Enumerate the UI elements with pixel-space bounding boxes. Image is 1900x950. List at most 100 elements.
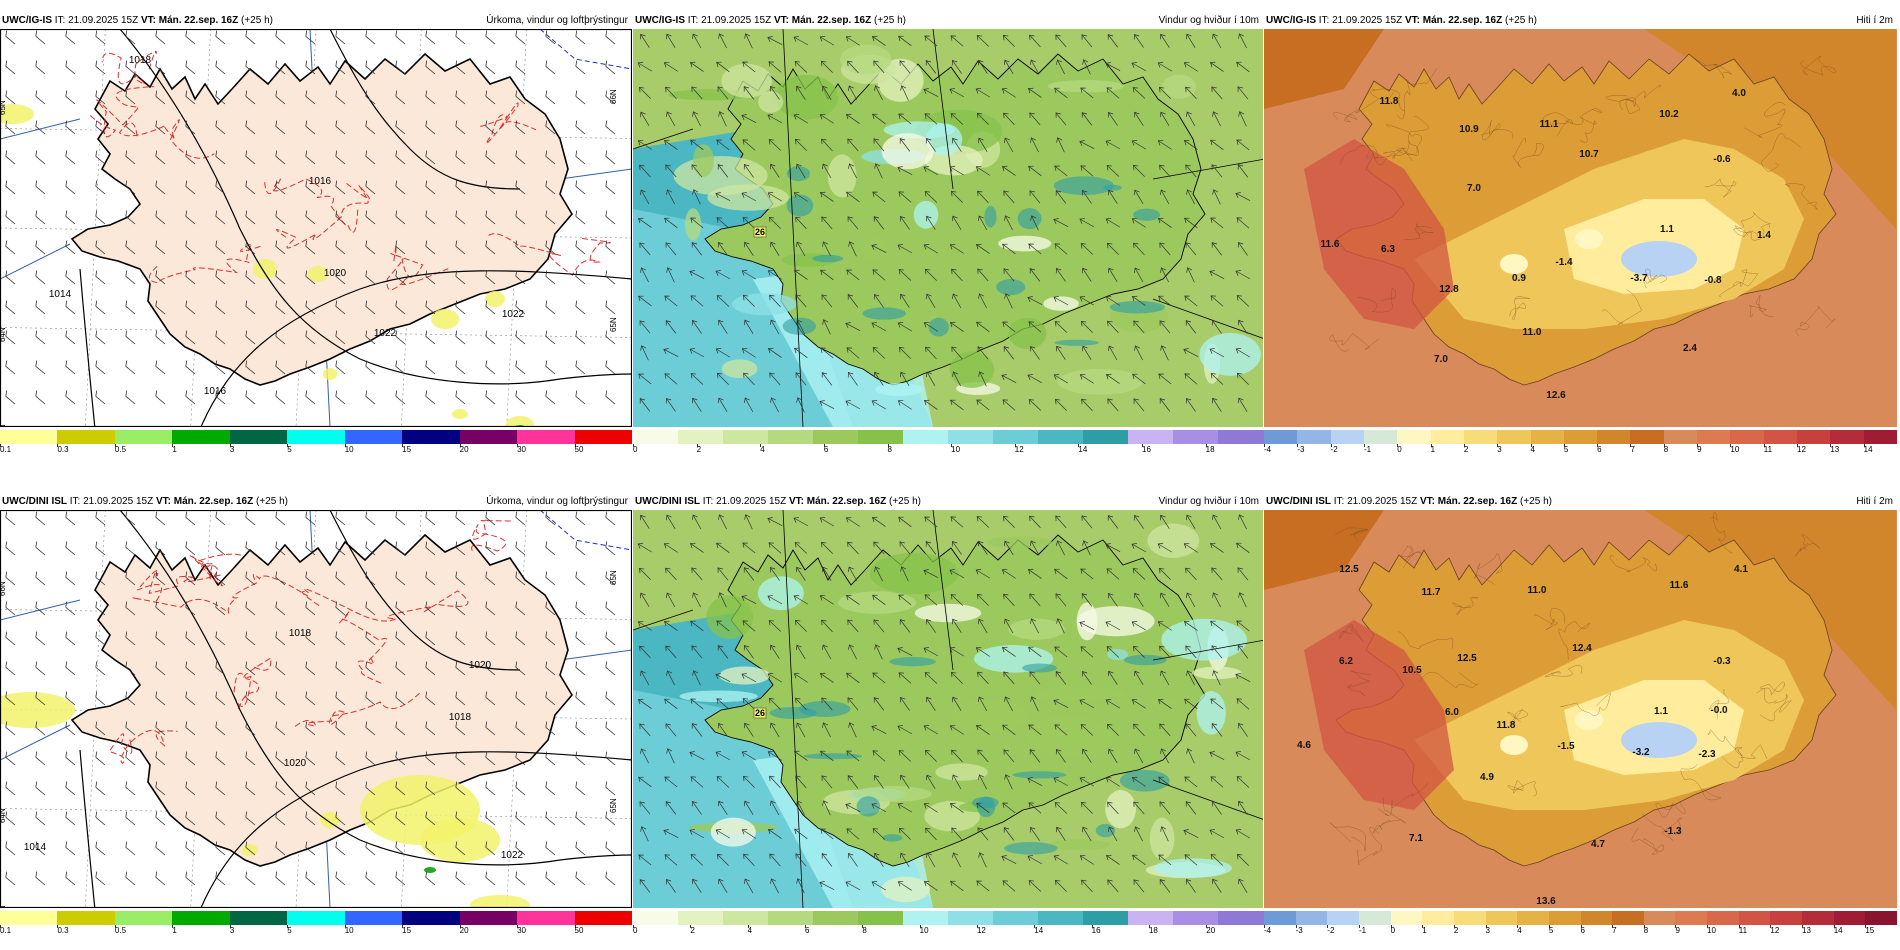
colorbar-tick-mark (229, 925, 231, 928)
colorbar-tick-mark (1295, 925, 1297, 928)
colorbar-tick-label: 10 (1707, 926, 1716, 935)
colorbar-tick-label: 7 (1612, 926, 1617, 935)
colorbar-tick-label: -3 (1295, 926, 1303, 935)
panel-run-info: UWC/IG-IS IT: 21.09.2025 15Z VT: Mán. 22… (1266, 13, 1537, 29)
colorbar-tick-mark (574, 925, 576, 928)
colorbar-tick-mark (1358, 925, 1360, 928)
panel-header: UWC/DINI ISL IT: 21.09.2025 15Z VT: Mán.… (0, 494, 632, 510)
temperature-value: 11.1 (1540, 119, 1559, 130)
isobar-label: 1014 (49, 289, 72, 300)
colorbar-tick-label: 0 (1390, 926, 1396, 935)
precip-field: 1018 1016 1020 1022 1014 1016 1022 65N 64N 66N 65N… (0, 29, 632, 427)
isobar-label: 1020 (324, 268, 347, 279)
colorbar-swatch (858, 911, 904, 925)
colorbar-tick-label: -4 (1264, 926, 1272, 935)
colorbar-swatch (574, 430, 633, 444)
map-panel-wind: UWC/IG-IS IT: 21.09.2025 15Z VT: Mán. 22… (633, 13, 1264, 456)
isobar-label: 1016 (204, 386, 227, 397)
valid-time: Mán. 22.sep. 16Z (173, 496, 254, 507)
colorbar-swatch (1643, 911, 1676, 925)
temperature-value: 10.5 (1402, 665, 1422, 676)
map-panel-precip: UWC/IG-IS IT: 21.09.2025 15Z VT: Mán. 22… (0, 13, 633, 456)
colorbar-tick-label: 13 (1830, 445, 1840, 454)
colorbar-tick-label: 50 (574, 926, 584, 935)
valid-time-label: VT: (773, 15, 789, 26)
colorbar-tick-mark (1264, 925, 1265, 928)
temperature-value: 12.8 (1439, 284, 1459, 295)
colorbar-tick-label: 4 (1517, 926, 1522, 935)
colorbar-tick-mark (1363, 444, 1365, 447)
colorbar-tick-label: 0.3 (57, 445, 69, 454)
colorbar-swatch (1264, 430, 1298, 444)
colorbar-tick-mark (804, 925, 806, 928)
colorbar-swatch (1463, 430, 1498, 444)
colorbar-tick-mark (1142, 444, 1144, 447)
panel-title: Hiti í 2m (1856, 15, 1893, 26)
colorbar-tick-label: 8 (1643, 926, 1649, 935)
panel-header: UWC/IG-IS IT: 21.09.2025 15Z VT: Mán. 22… (0, 13, 632, 29)
temperature-value: 7.1 (1409, 833, 1423, 844)
colorbar-swatch (1038, 430, 1084, 444)
colorbar-tick-mark (633, 925, 634, 928)
init-time: IT: 21.09.2025 15Z (54, 15, 139, 26)
colorbar-tick-mark (1205, 444, 1207, 447)
colorbar-tick-label: 10 (919, 926, 929, 935)
temperature-value: 11.0 (1523, 327, 1542, 338)
temperature-value: -2.3 (1698, 749, 1716, 760)
colorbar-tick-mark (919, 925, 921, 928)
colorbar-swatch (1453, 911, 1487, 925)
colorbar-tick-mark (1390, 925, 1392, 928)
colorbar-tick-mark (1530, 444, 1532, 447)
colorbar-swatch (723, 911, 769, 925)
colorbar-tick-mark (459, 925, 461, 928)
colorbar-swatch (948, 911, 994, 925)
colorbar-tick-mark (1485, 925, 1487, 928)
colorbar-tick-mark (1770, 925, 1772, 928)
colorbar-tick-label: 20 (459, 926, 469, 935)
colorbar-swatch (1802, 911, 1835, 925)
colorbar-tick-mark (1430, 444, 1432, 447)
panel-header: UWC/IG-IS IT: 21.09.2025 15Z VT: Mán. 22… (1264, 13, 1897, 29)
colorbar-swatch (1797, 430, 1831, 444)
colorbar-swatch (1517, 911, 1550, 925)
panel-header: UWC/DINI ISL IT: 21.09.2025 15Z VT: Mán.… (1264, 494, 1897, 510)
colorbar-swatch (459, 911, 518, 925)
colorbar-tick-mark (1078, 444, 1080, 447)
colorbar-swatch (858, 430, 904, 444)
colorbar-swatch (723, 430, 769, 444)
colorbar-legend: 0.1 0.3 0.5 1 3 5 10 15 20 30 50 (0, 911, 633, 937)
colorbar-tick-label: 2 (1463, 445, 1469, 454)
latitude-label: 64N (0, 424, 7, 427)
colorbar-tick-mark (1630, 444, 1632, 447)
colorbar-swatch (768, 911, 814, 925)
temperature-value: 1.1 (1654, 706, 1668, 717)
gust-label: 26 (755, 708, 765, 718)
colorbar-swatch (1083, 911, 1129, 925)
colorbar-tick-mark (1580, 925, 1582, 928)
colorbar-tick-label: 13 (1802, 926, 1811, 935)
colorbar-tick-mark (57, 444, 59, 447)
colorbar-tick-label: 6 (1580, 926, 1585, 935)
temperature-value: 2.4 (1683, 343, 1697, 354)
colorbar-tick-label: 12 (1797, 445, 1806, 454)
valid-time-label: VT: (1419, 496, 1435, 507)
init-time: IT: 21.09.2025 15Z (69, 496, 154, 507)
colorbar-swatch (1358, 911, 1392, 925)
gust-label: 26 (755, 227, 765, 237)
colorbar-tick-label: 20 (459, 445, 469, 454)
temperature-value: -0.0 (1710, 705, 1728, 716)
latitude-label: 65N (609, 317, 618, 332)
panel-title: Úrkoma, vindur og loftþrýstingur (486, 15, 628, 26)
colorbar-swatch (768, 430, 814, 444)
map-wind: 26 (633, 29, 1263, 427)
panel-title: Úrkoma, vindur og loftþrýstingur (486, 496, 628, 507)
map-wind: 26 (633, 510, 1263, 908)
colorbar-tick-mark (1675, 925, 1677, 928)
colorbar-swatch (287, 430, 346, 444)
colorbar-tick-label: -2 (1327, 926, 1335, 935)
wind-field: 26 (633, 29, 1263, 427)
colorbar-tick-mark (1034, 925, 1036, 928)
colorbar-tick-label: 0.5 (114, 445, 127, 454)
panel-header: UWC/DINI ISL IT: 21.09.2025 15Z VT: Mán.… (633, 494, 1263, 510)
colorbar-tick-label: 0 (633, 445, 638, 454)
